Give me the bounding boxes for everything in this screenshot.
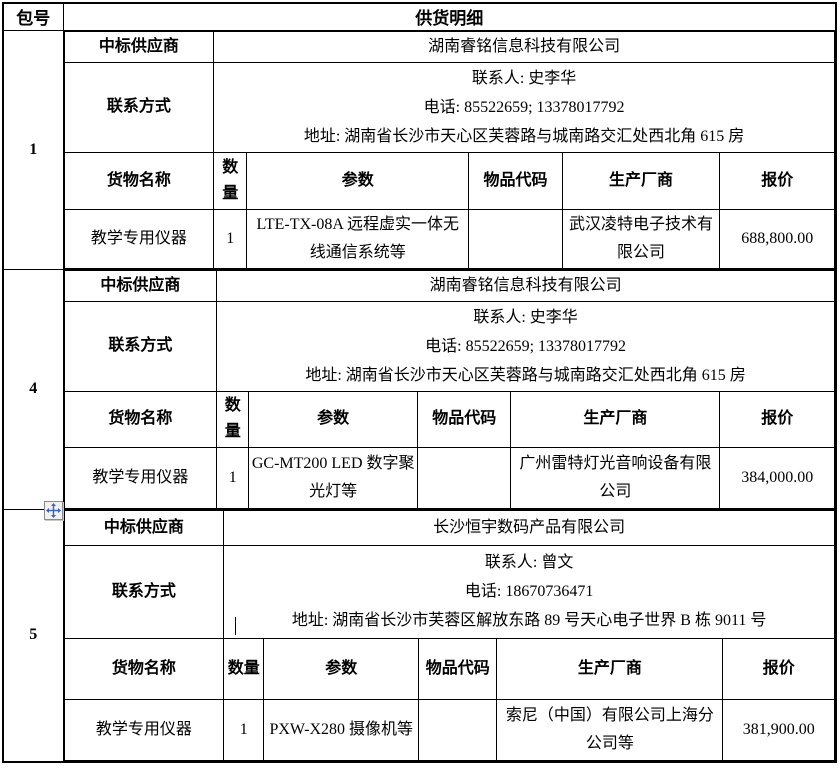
manufacturer-cell[interactable]: 武汉凌特电子技术有限公司 [561, 208, 721, 269]
table-move-handle-icon[interactable] [44, 501, 63, 520]
package-details-cell: 中标供应商 长沙恒宇数码产品有限公司 联系方式 联系人: 曾文 电话: 1867… [62, 508, 837, 762]
contact-label: 联系方式 [63, 544, 225, 639]
quantity-cell[interactable]: 1 [213, 208, 248, 269]
package-detail-table: 中标供应商 长沙恒宇数码产品有限公司 联系方式 联系人: 曾文 电话: 1867… [63, 509, 835, 761]
price-header: 报价 [719, 390, 835, 448]
contact-phone: 电话: 85522659; 13378017792 [425, 337, 627, 355]
table-title[interactable]: 供货明细 [62, 2, 837, 31]
goods-name-header: 货物名称 [63, 151, 215, 210]
quantity-header: 数量 [213, 151, 248, 210]
package-number[interactable]: 1 [2, 29, 64, 270]
params-header: 参数 [248, 390, 419, 448]
price-header: 报价 [719, 151, 835, 210]
goods-header-row: 货物名称 数量 参数 物品代码 生产厂商 报价 [63, 637, 835, 700]
quantity-header: 数量 [216, 390, 250, 448]
goods-data-row: 教学专用仪器 1 GC-MT200 LED 数字聚光灯等 广州雷特灯光音响设备有… [63, 446, 835, 509]
contact-label: 联系方式 [63, 61, 215, 153]
four-arrows-move-icon [46, 503, 61, 518]
price-cell[interactable]: 688,800.00 [719, 208, 835, 269]
supplier-name-cell[interactable]: 长沙恒宇数码产品有限公司 [223, 509, 835, 546]
contact-phone: 电话: 18670736471 [464, 583, 594, 600]
contact-phone: 电话: 85522659; 13378017792 [423, 98, 625, 116]
quantity-header: 数量 [223, 637, 265, 700]
goods-header-row: 货物名称 数量 参数 物品代码 生产厂商 报价 [63, 151, 835, 210]
manufacturer-cell[interactable]: 索尼（中国）有限公司上海分公司等 [496, 698, 724, 761]
supplier-row: 中标供应商 湖南睿铭信息科技有限公司 [63, 30, 835, 63]
manufacturer-header: 生产厂商 [510, 390, 721, 448]
price-cell[interactable]: 384,000.00 [719, 446, 835, 509]
goods-name-cell[interactable]: 教学专用仪器 [63, 446, 218, 509]
package-details-cell: 中标供应商 湖南睿铭信息科技有限公司 联系方式 联系人: 史李华 电话: 855… [62, 29, 837, 270]
params-cell[interactable]: LTE-TX-08A 远程虚实一体无线通信系统等 [246, 208, 470, 269]
text-cursor-caret [235, 617, 236, 635]
goods-data-row: 教学专用仪器 1 PXW-X280 摄像机等 索尼（中国）有限公司上海分公司等 … [63, 698, 835, 761]
package-detail-table: 中标供应商 湖南睿铭信息科技有限公司 联系方式 联系人: 史李华 电话: 855… [63, 30, 835, 269]
goods-data-row: 教学专用仪器 1 LTE-TX-08A 远程虚实一体无线通信系统等 武汉凌特电子… [63, 208, 835, 269]
package-row: 5 中标供应商 长沙恒宇数码产品有限公司 [2, 508, 837, 762]
goods-name-cell[interactable]: 教学专用仪器 [63, 208, 215, 269]
contact-person: 联系人: 曾文 [484, 554, 574, 571]
package-details-cell: 中标供应商 湖南睿铭信息科技有限公司 联系方式 联系人: 史李华 电话: 855… [62, 268, 837, 510]
contact-address: 地址: 湖南省长沙市天心区芙蓉路与城南路交汇处西北角 615 房 [303, 127, 745, 145]
supplier-name-cell[interactable]: 湖南睿铭信息科技有限公司 [213, 30, 835, 63]
supplier-label: 中标供应商 [63, 269, 218, 302]
contact-row: 联系方式 联系人: 史李华 电话: 85522659; 13378017792 … [63, 61, 835, 153]
manufacturer-header: 生产厂商 [561, 151, 721, 210]
supplier-row: 中标供应商 湖南睿铭信息科技有限公司 [63, 269, 835, 302]
package-number-column-header[interactable]: 包号 [2, 2, 64, 31]
goods-name-header: 货物名称 [63, 637, 225, 700]
supply-detail-table: 包号 供货明细 1 中标供应商 湖南睿铭信息科技有限 [2, 2, 837, 763]
package-row: 1 中标供应商 湖南睿铭信息科技有限公司 [2, 29, 837, 270]
params-cell[interactable]: GC-MT200 LED 数字聚光灯等 [248, 446, 419, 509]
item-code-cell[interactable] [418, 698, 498, 761]
supplier-label: 中标供应商 [63, 509, 225, 546]
contact-address: 地址: 湖南省长沙市芙蓉区解放东路 89 号天心电子世界 B 栋 9011 号 [291, 612, 767, 629]
contact-info-cell[interactable]: 联系人: 曾文 电话: 18670736471 地址: 湖南省长沙市芙蓉区解放东… [223, 544, 835, 639]
item-code-cell[interactable] [468, 208, 563, 269]
contact-info-cell[interactable]: 联系人: 史李华 电话: 85522659; 13378017792 地址: 湖… [213, 61, 835, 153]
contact-info-cell[interactable]: 联系人: 史李华 电话: 85522659; 13378017792 地址: 湖… [216, 300, 835, 392]
supplier-row: 中标供应商 长沙恒宇数码产品有限公司 [63, 509, 835, 546]
package-number[interactable]: 4 [2, 268, 64, 510]
table-header-row: 包号 供货明细 [2, 2, 837, 31]
quantity-cell[interactable]: 1 [223, 698, 265, 761]
contact-label: 联系方式 [63, 300, 218, 392]
item-code-header: 物品代码 [417, 390, 512, 448]
contact-person: 联系人: 史李华 [471, 69, 577, 87]
goods-header-row: 货物名称 数量 参数 物品代码 生产厂商 报价 [63, 390, 835, 448]
contact-row: 联系方式 联系人: 曾文 电话: 18670736471 地址: 湖南省长沙市芙… [63, 544, 835, 639]
quantity-cell[interactable]: 1 [216, 446, 250, 509]
supplier-name-cell[interactable]: 湖南睿铭信息科技有限公司 [216, 269, 835, 302]
params-header: 参数 [263, 637, 420, 700]
price-header: 报价 [722, 637, 835, 700]
package-row: 4 中标供应商 湖南睿铭信息科技有限公司 [2, 268, 837, 510]
contact-person: 联系人: 史李华 [473, 308, 578, 326]
manufacturer-cell[interactable]: 广州雷特灯光音响设备有限公司 [510, 446, 721, 509]
item-code-header: 物品代码 [418, 637, 498, 700]
package-number[interactable]: 5 [2, 508, 64, 762]
contact-row: 联系方式 联系人: 史李华 电话: 85522659; 13378017792 … [63, 300, 835, 392]
item-code-header: 物品代码 [468, 151, 563, 210]
manufacturer-header: 生产厂商 [496, 637, 724, 700]
goods-name-cell[interactable]: 教学专用仪器 [63, 698, 225, 761]
contact-address: 地址: 湖南省长沙市天心区芙蓉路与城南路交汇处西北角 615 房 [305, 366, 746, 384]
params-header: 参数 [246, 151, 470, 210]
supplier-label: 中标供应商 [63, 30, 215, 63]
price-cell[interactable]: 381,900.00 [722, 698, 835, 761]
params-cell[interactable]: PXW-X280 摄像机等 [263, 698, 420, 761]
goods-name-header: 货物名称 [63, 390, 218, 448]
item-code-cell[interactable] [417, 446, 512, 509]
package-detail-table: 中标供应商 湖南睿铭信息科技有限公司 联系方式 联系人: 史李华 电话: 855… [63, 269, 835, 509]
